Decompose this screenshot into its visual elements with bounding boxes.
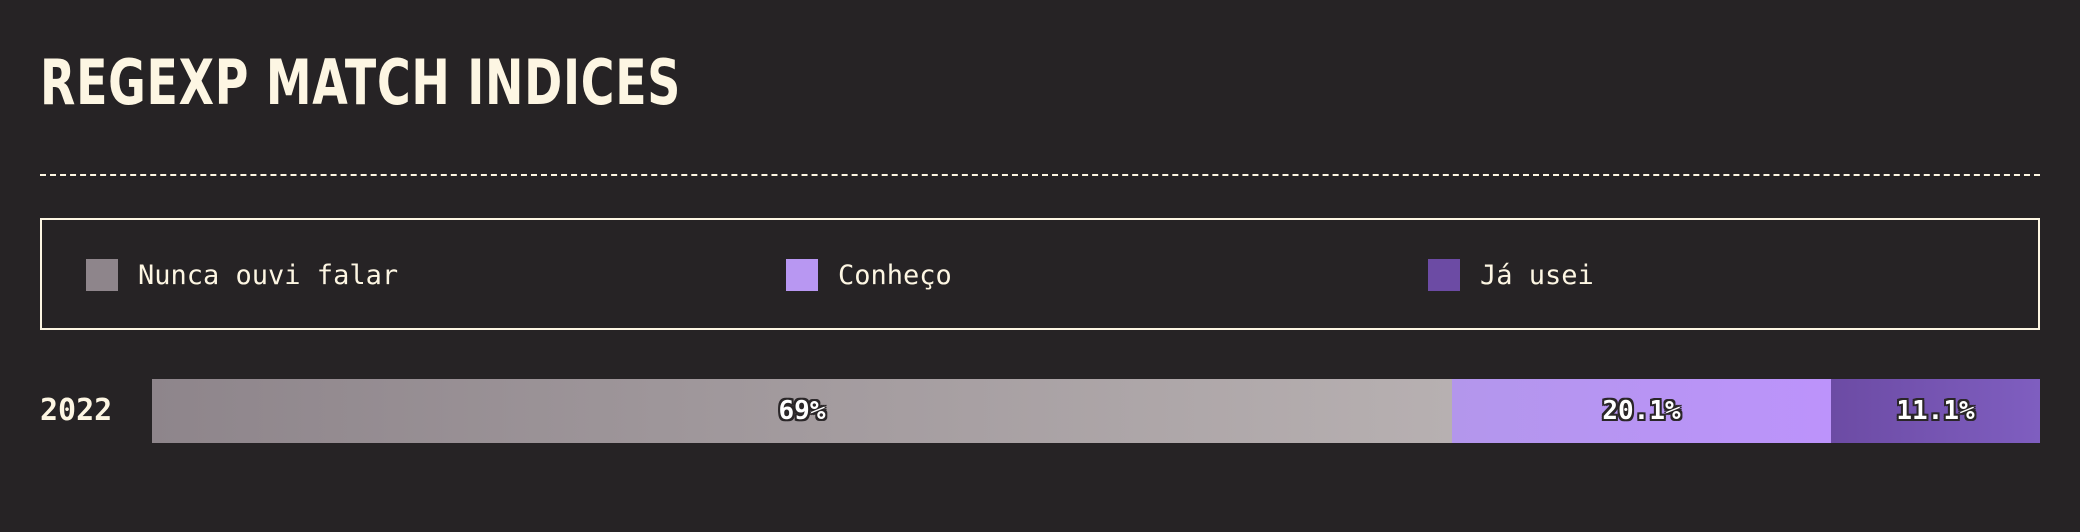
legend-label-ja-usei: Já usei <box>1480 259 1594 291</box>
legend-swatch-conheco <box>786 259 818 291</box>
bar-segment-label-conheco: 20.1% <box>1602 396 1681 426</box>
bar-segment-nunca-ouvi-falar[interactable]: 69% <box>152 379 1452 443</box>
legend-item-conheco[interactable]: Conheço <box>786 259 952 291</box>
bar-segment-conheco[interactable]: 20.1% <box>1452 379 1831 443</box>
bar-segment-label-ja-usei: 11.1% <box>1896 396 1975 426</box>
dashed-divider <box>40 174 2040 176</box>
bar-segment-label-nunca-ouvi-falar: 69% <box>778 396 826 426</box>
legend-item-ja-usei[interactable]: Já usei <box>1428 259 1594 291</box>
legend-item-nunca-ouvi-falar[interactable]: Nunca ouvi falar <box>86 259 398 291</box>
bar-segment-ja-usei[interactable]: 11.1% <box>1831 379 2040 443</box>
bar-row-label: 2022 <box>40 393 113 428</box>
legend-swatch-nunca-ouvi-falar <box>86 259 118 291</box>
legend: Nunca ouvi falar Conheço Já usei <box>40 218 2040 330</box>
legend-label-nunca-ouvi-falar: Nunca ouvi falar <box>138 259 399 291</box>
chart-title: REGEXP MATCH INDICES <box>40 46 682 119</box>
stacked-bar-2022: 69% 20.1% 11.1% <box>152 379 2040 443</box>
legend-label-conheco: Conheço <box>838 259 952 291</box>
legend-swatch-ja-usei <box>1428 259 1460 291</box>
